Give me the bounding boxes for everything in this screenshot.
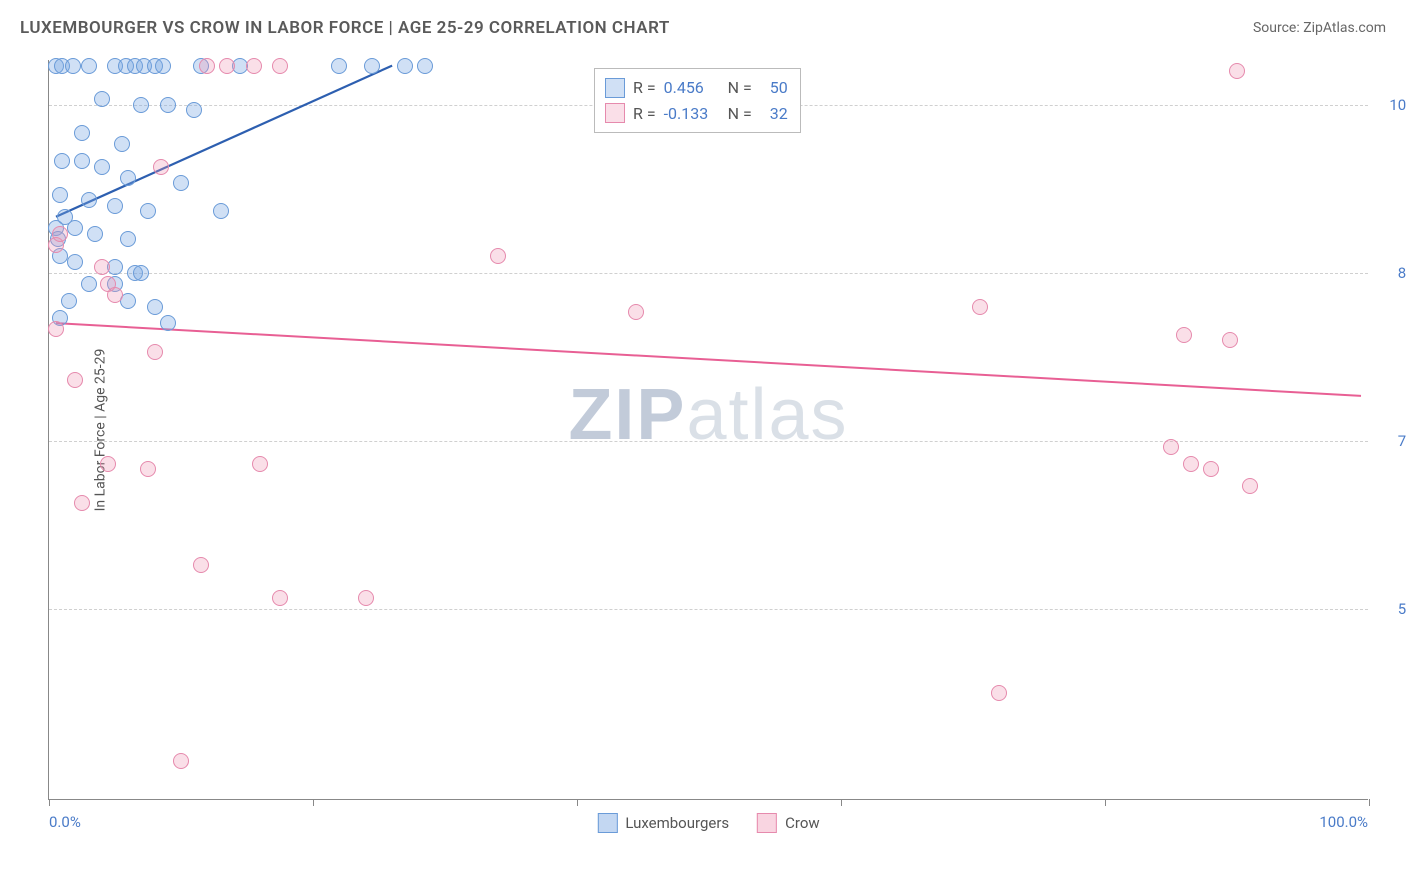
x-min-label: 0.0% [49, 813, 81, 831]
scatter-point [140, 203, 156, 219]
x-tick [1105, 799, 1106, 806]
chart-title: LUXEMBOURGER VS CROW IN LABOR FORCE | AG… [20, 18, 670, 38]
y-tick-label: 70.0% [1378, 432, 1406, 450]
scatter-point [991, 685, 1007, 701]
scatter-point [107, 287, 123, 303]
scatter-point [272, 590, 288, 606]
y-tick-label: 55.0% [1378, 600, 1406, 618]
series-legend: Luxembourgers Crow [597, 813, 819, 833]
scatter-point [219, 58, 235, 74]
scatter-point [147, 344, 163, 360]
scatter-point [193, 557, 209, 573]
scatter-point [1176, 327, 1192, 343]
scatter-point [358, 590, 374, 606]
scatter-point [74, 153, 90, 169]
scatter-chart: In Labor Force | Age 25-29 55.0%70.0%85.… [48, 60, 1368, 800]
scatter-point [57, 209, 73, 225]
legend-row-crow: R = -0.133 N = 32 [605, 101, 788, 127]
x-tick [841, 799, 842, 806]
scatter-point [74, 125, 90, 141]
y-tick-label: 85.0% [1378, 264, 1406, 282]
scatter-point [173, 175, 189, 191]
legend-row-luxembourgers: R = 0.456 N = 50 [605, 75, 788, 101]
y-tick-label: 100.0% [1378, 96, 1406, 114]
scatter-point [140, 461, 156, 477]
scatter-point [120, 231, 136, 247]
scatter-point [153, 159, 169, 175]
swatch-icon [597, 813, 617, 833]
scatter-point [100, 456, 116, 472]
scatter-point [133, 97, 149, 113]
y-axis-label: In Labor Force | Age 25-29 [92, 348, 108, 511]
scatter-point [1222, 332, 1238, 348]
scatter-point [155, 58, 171, 74]
scatter-point [1163, 439, 1179, 455]
legend-item-luxembourgers: Luxembourgers [597, 813, 729, 833]
scatter-point [199, 58, 215, 74]
scatter-point [120, 170, 136, 186]
swatch-icon [757, 813, 777, 833]
scatter-point [1229, 63, 1245, 79]
scatter-point [417, 58, 433, 74]
watermark: ZIPatlas [568, 374, 848, 456]
scatter-point [52, 187, 68, 203]
gridline [49, 609, 1368, 610]
scatter-point [81, 192, 97, 208]
scatter-point [48, 321, 64, 337]
x-max-label: 100.0% [1319, 813, 1368, 831]
scatter-point [272, 58, 288, 74]
scatter-point [147, 299, 163, 315]
scatter-point [81, 276, 97, 292]
header: LUXEMBOURGER VS CROW IN LABOR FORCE | AG… [20, 18, 1386, 38]
correlation-legend: R = 0.456 N = 50 R = -0.133 N = 32 [594, 68, 801, 133]
scatter-point [972, 299, 988, 315]
scatter-point [628, 304, 644, 320]
scatter-point [94, 159, 110, 175]
scatter-point [74, 495, 90, 511]
scatter-point [94, 91, 110, 107]
scatter-point [364, 58, 380, 74]
x-tick [1369, 799, 1370, 806]
x-tick [577, 799, 578, 806]
scatter-point [133, 265, 149, 281]
x-tick [49, 799, 50, 806]
scatter-point [397, 58, 413, 74]
scatter-point [213, 203, 229, 219]
scatter-point [87, 226, 103, 242]
swatch-icon [605, 78, 625, 98]
scatter-point [1242, 478, 1258, 494]
scatter-point [1183, 456, 1199, 472]
x-tick [313, 799, 314, 806]
scatter-point [246, 58, 262, 74]
swatch-icon [605, 103, 625, 123]
scatter-point [252, 456, 268, 472]
scatter-point [160, 97, 176, 113]
scatter-point [54, 153, 70, 169]
source-attribution: Source: ZipAtlas.com [1253, 20, 1386, 36]
scatter-point [186, 102, 202, 118]
scatter-point [490, 248, 506, 264]
scatter-point [94, 259, 110, 275]
scatter-point [65, 58, 81, 74]
gridline [49, 273, 1368, 274]
scatter-point [61, 293, 77, 309]
scatter-point [81, 58, 97, 74]
scatter-point [114, 136, 130, 152]
trend-line [56, 66, 392, 217]
scatter-point [107, 198, 123, 214]
scatter-point [67, 372, 83, 388]
scatter-point [52, 226, 68, 242]
trend-line [56, 323, 1361, 396]
scatter-point [1203, 461, 1219, 477]
scatter-point [67, 254, 83, 270]
scatter-point [160, 315, 176, 331]
scatter-point [173, 753, 189, 769]
legend-item-crow: Crow [757, 813, 820, 833]
scatter-point [331, 58, 347, 74]
trend-lines [49, 60, 1368, 799]
